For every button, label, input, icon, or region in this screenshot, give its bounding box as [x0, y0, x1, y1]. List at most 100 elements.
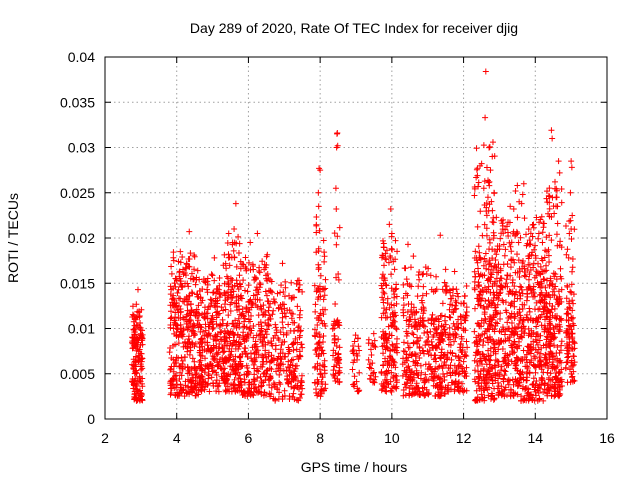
data-point: [371, 376, 378, 383]
data-point: [187, 347, 194, 354]
data-point: [569, 374, 576, 381]
data-point: [366, 364, 373, 371]
data-point: [547, 348, 554, 355]
data-point: [242, 254, 249, 261]
data-point: [205, 380, 212, 387]
data-point: [379, 386, 386, 393]
data-point: [523, 231, 530, 238]
data-point: [231, 382, 238, 389]
data-point: [481, 309, 488, 316]
data-point: [191, 252, 198, 259]
data-point: [532, 388, 539, 395]
data-point: [512, 390, 519, 397]
data-point: [390, 258, 397, 265]
data-point: [441, 317, 448, 324]
data-point: [186, 228, 193, 235]
data-point: [188, 365, 195, 372]
data-point: [482, 258, 489, 265]
data-point: [385, 381, 392, 388]
data-point: [216, 294, 223, 301]
data-point: [519, 369, 526, 376]
data-point: [289, 319, 296, 326]
data-point: [331, 230, 338, 237]
data-point: [222, 356, 229, 363]
data-point: [541, 220, 548, 227]
data-point: [312, 301, 319, 308]
data-point: [247, 330, 254, 337]
data-point: [423, 271, 430, 278]
data-point: [185, 255, 192, 262]
data-point: [499, 220, 506, 227]
data-point: [272, 397, 279, 404]
data-point: [416, 392, 423, 399]
data-point: [452, 353, 459, 360]
data-point: [433, 330, 440, 337]
data-point: [508, 342, 515, 349]
data-point: [232, 200, 239, 207]
data-point: [211, 254, 218, 261]
data-point: [368, 351, 375, 358]
data-point: [256, 297, 263, 304]
data-point: [189, 372, 196, 379]
data-point: [564, 359, 571, 366]
data-point: [260, 302, 267, 309]
data-point: [504, 319, 511, 326]
data-point: [378, 274, 385, 281]
data-point: [139, 331, 146, 338]
data-point: [221, 301, 228, 308]
data-point: [547, 342, 554, 349]
data-point: [457, 320, 464, 327]
data-point: [527, 230, 534, 237]
data-point: [372, 373, 379, 380]
data-point: [406, 367, 413, 374]
data-point: [251, 276, 258, 283]
data-point: [408, 283, 415, 290]
data-point: [227, 352, 234, 359]
data-point: [558, 199, 565, 206]
data-point: [263, 292, 270, 299]
x-tick-label: 10: [384, 430, 400, 446]
data-point: [391, 318, 398, 325]
data-point: [380, 310, 387, 317]
data-point: [487, 167, 494, 174]
data-point: [219, 316, 226, 323]
data-point: [223, 265, 230, 272]
data-point: [548, 384, 555, 391]
data-point: [382, 277, 389, 284]
data-point: [209, 289, 216, 296]
data-point: [256, 269, 263, 276]
data-point: [441, 326, 448, 333]
x-tick-label: 12: [456, 430, 472, 446]
data-point: [567, 305, 574, 312]
data-point: [515, 239, 522, 246]
data-point: [241, 376, 248, 383]
data-point: [504, 283, 511, 290]
data-point: [218, 328, 225, 335]
data-point: [236, 281, 243, 288]
data-point: [400, 348, 407, 355]
data-point: [312, 333, 319, 340]
data-point: [533, 214, 540, 221]
data-point: [264, 251, 271, 258]
data-point: [203, 363, 210, 370]
data-point: [319, 339, 326, 346]
data-point: [275, 336, 282, 343]
data-point: [485, 392, 492, 399]
data-point: [494, 320, 501, 327]
data-point: [388, 332, 395, 339]
data-point: [268, 384, 275, 391]
data-point: [225, 230, 232, 237]
data-point: [382, 372, 389, 379]
data-point: [317, 293, 324, 300]
data-point: [533, 377, 540, 384]
data-point: [489, 153, 496, 160]
data-point: [474, 259, 481, 266]
data-point: [189, 327, 196, 334]
data-point: [547, 277, 554, 284]
data-point: [483, 225, 490, 232]
data-point: [508, 248, 515, 255]
data-point: [494, 310, 501, 317]
data-point: [177, 386, 184, 393]
data-point: [520, 323, 527, 330]
data-point: [481, 377, 488, 384]
